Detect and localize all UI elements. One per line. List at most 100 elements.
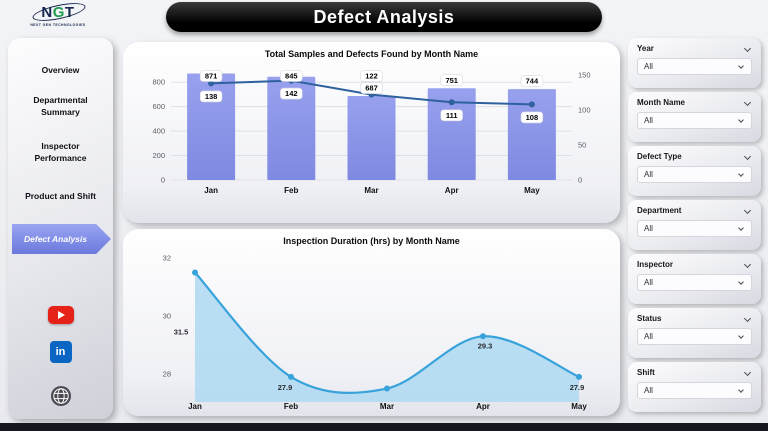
chevron-down-icon <box>738 62 744 69</box>
chevron-down-icon <box>738 332 744 339</box>
svg-text:Apr: Apr <box>476 402 490 411</box>
svg-text:May: May <box>524 186 540 195</box>
filter-defect-type: Defect Type All <box>628 146 761 196</box>
logo-letter: N <box>41 4 53 21</box>
filter-value: All <box>644 224 653 233</box>
svg-text:845: 845 <box>285 72 298 81</box>
linkedin-icon[interactable]: in <box>49 341 72 363</box>
chevron-down-icon <box>738 386 744 393</box>
svg-text:108: 108 <box>526 113 539 122</box>
logo-caption: NEXT GEN TECHNOLOGIES <box>30 23 86 27</box>
sidebar-item-inspector-performance[interactable]: Inspector Performance <box>34 141 87 164</box>
sidebar-item-overview[interactable]: Overview <box>41 65 80 75</box>
ngt-logo-mark: NGT <box>31 0 88 25</box>
svg-text:150: 150 <box>578 71 591 80</box>
filter-label: Department <box>637 206 682 215</box>
logo-letter: T <box>64 4 75 21</box>
filter-label: Shift <box>637 368 655 377</box>
filter-label: Month Name <box>637 98 685 107</box>
filter-label: Year <box>637 44 654 53</box>
svg-text:29.3: 29.3 <box>478 341 493 350</box>
svg-text:200: 200 <box>152 151 165 160</box>
svg-text:744: 744 <box>526 77 539 86</box>
youtube-icon[interactable] <box>47 306 74 324</box>
svg-text:Jan: Jan <box>204 186 218 195</box>
page-title: Defect Analysis <box>166 2 602 32</box>
area-chart[interactable]: 28 30 32 Jan Feb Mar Apr May 31.5 27.9 29.3 27.9 <box>131 250 612 413</box>
svg-text:50: 50 <box>578 141 586 150</box>
filter-dropdown[interactable]: All <box>637 382 752 399</box>
svg-text:0: 0 <box>161 176 165 185</box>
area-chart-title: Inspection Duration (hrs) by Month Name <box>283 236 460 246</box>
filter-dropdown[interactable]: All <box>637 328 752 345</box>
svg-text:600: 600 <box>152 102 165 111</box>
svg-text:800: 800 <box>152 78 165 87</box>
svg-text:May: May <box>571 402 587 411</box>
svg-text:Feb: Feb <box>284 402 298 411</box>
svg-text:31.5: 31.5 <box>174 328 189 337</box>
svg-text:27.9: 27.9 <box>570 383 585 392</box>
chevron-down-icon <box>738 224 744 231</box>
chevron-down-icon[interactable] <box>743 152 752 161</box>
filter-month-name: Month Name All <box>628 92 761 142</box>
combo-chart[interactable]: 0 200 400 600 800 0 50 100 150 Jan Feb Mar Apr May 871… <box>131 62 612 214</box>
area-chart-card: Inspection Duration (hrs) by Month Name … <box>123 229 620 416</box>
play-triangle-icon <box>58 311 65 319</box>
combo-chart-card: Total Samples and Defects Found by Month… <box>123 42 620 223</box>
svg-text:Mar: Mar <box>364 186 378 195</box>
filter-panel: Year All Month Name All Defect Type All … <box>628 38 761 416</box>
filter-dropdown[interactable]: All <box>637 166 752 183</box>
filter-value: All <box>644 386 653 395</box>
filter-dropdown[interactable]: All <box>637 274 752 291</box>
bottom-bar <box>0 423 768 431</box>
svg-text:871: 871 <box>205 72 218 81</box>
svg-text:27.9: 27.9 <box>278 383 293 392</box>
svg-text:122: 122 <box>365 72 378 81</box>
nav-sidebar: Overview Departmental Summary Inspector … <box>8 38 113 419</box>
filter-label: Defect Type <box>637 152 682 161</box>
sidebar-item-departmental-summary[interactable]: Departmental Summary <box>33 95 88 118</box>
chevron-down-icon[interactable] <box>743 368 752 377</box>
filter-label: Inspector <box>637 260 674 269</box>
chevron-down-icon <box>738 116 744 123</box>
svg-text:111: 111 <box>446 111 458 120</box>
filter-dropdown[interactable]: All <box>637 112 752 129</box>
filter-value: All <box>644 278 653 287</box>
chevron-down-icon <box>738 278 744 285</box>
combo-chart-title: Total Samples and Defects Found by Month… <box>264 49 479 59</box>
filter-department: Department All <box>628 200 761 250</box>
svg-text:138: 138 <box>205 92 218 101</box>
chevron-down-icon[interactable] <box>743 314 752 323</box>
filter-value: All <box>644 62 653 71</box>
sidebar-item-defect-analysis-active[interactable]: Defect Analysis <box>12 224 111 254</box>
filter-shift: Shift All <box>628 362 761 412</box>
svg-text:400: 400 <box>152 127 165 136</box>
svg-text:Apr: Apr <box>445 186 459 195</box>
chevron-down-icon[interactable] <box>743 260 752 269</box>
chevron-down-icon <box>738 170 744 177</box>
svg-text:Jan: Jan <box>188 402 202 411</box>
filter-year: Year All <box>628 38 761 88</box>
svg-text:Mar: Mar <box>380 402 394 411</box>
filter-value: All <box>644 116 653 125</box>
ngt-logo: NGT NEXT GEN TECHNOLOGIES <box>26 0 90 27</box>
globe-icon[interactable] <box>50 385 72 407</box>
svg-text:28: 28 <box>163 370 171 379</box>
filter-dropdown[interactable]: All <box>637 220 752 237</box>
sidebar-item-product-and-shift[interactable]: Product and Shift <box>25 191 96 201</box>
filter-value: All <box>644 170 653 179</box>
logo-letter: G <box>52 4 65 21</box>
svg-text:30: 30 <box>163 312 171 321</box>
filter-inspector: Inspector All <box>628 254 761 304</box>
chevron-down-icon[interactable] <box>743 206 752 215</box>
filter-label: Status <box>637 314 662 323</box>
filter-dropdown[interactable]: All <box>637 58 752 75</box>
chevron-down-icon[interactable] <box>743 98 752 107</box>
svg-text:142: 142 <box>285 89 298 98</box>
svg-text:Feb: Feb <box>284 186 298 195</box>
svg-text:751: 751 <box>445 76 458 85</box>
svg-text:687: 687 <box>365 84 378 93</box>
chevron-down-icon[interactable] <box>743 44 752 53</box>
filter-status: Status All <box>628 308 761 358</box>
